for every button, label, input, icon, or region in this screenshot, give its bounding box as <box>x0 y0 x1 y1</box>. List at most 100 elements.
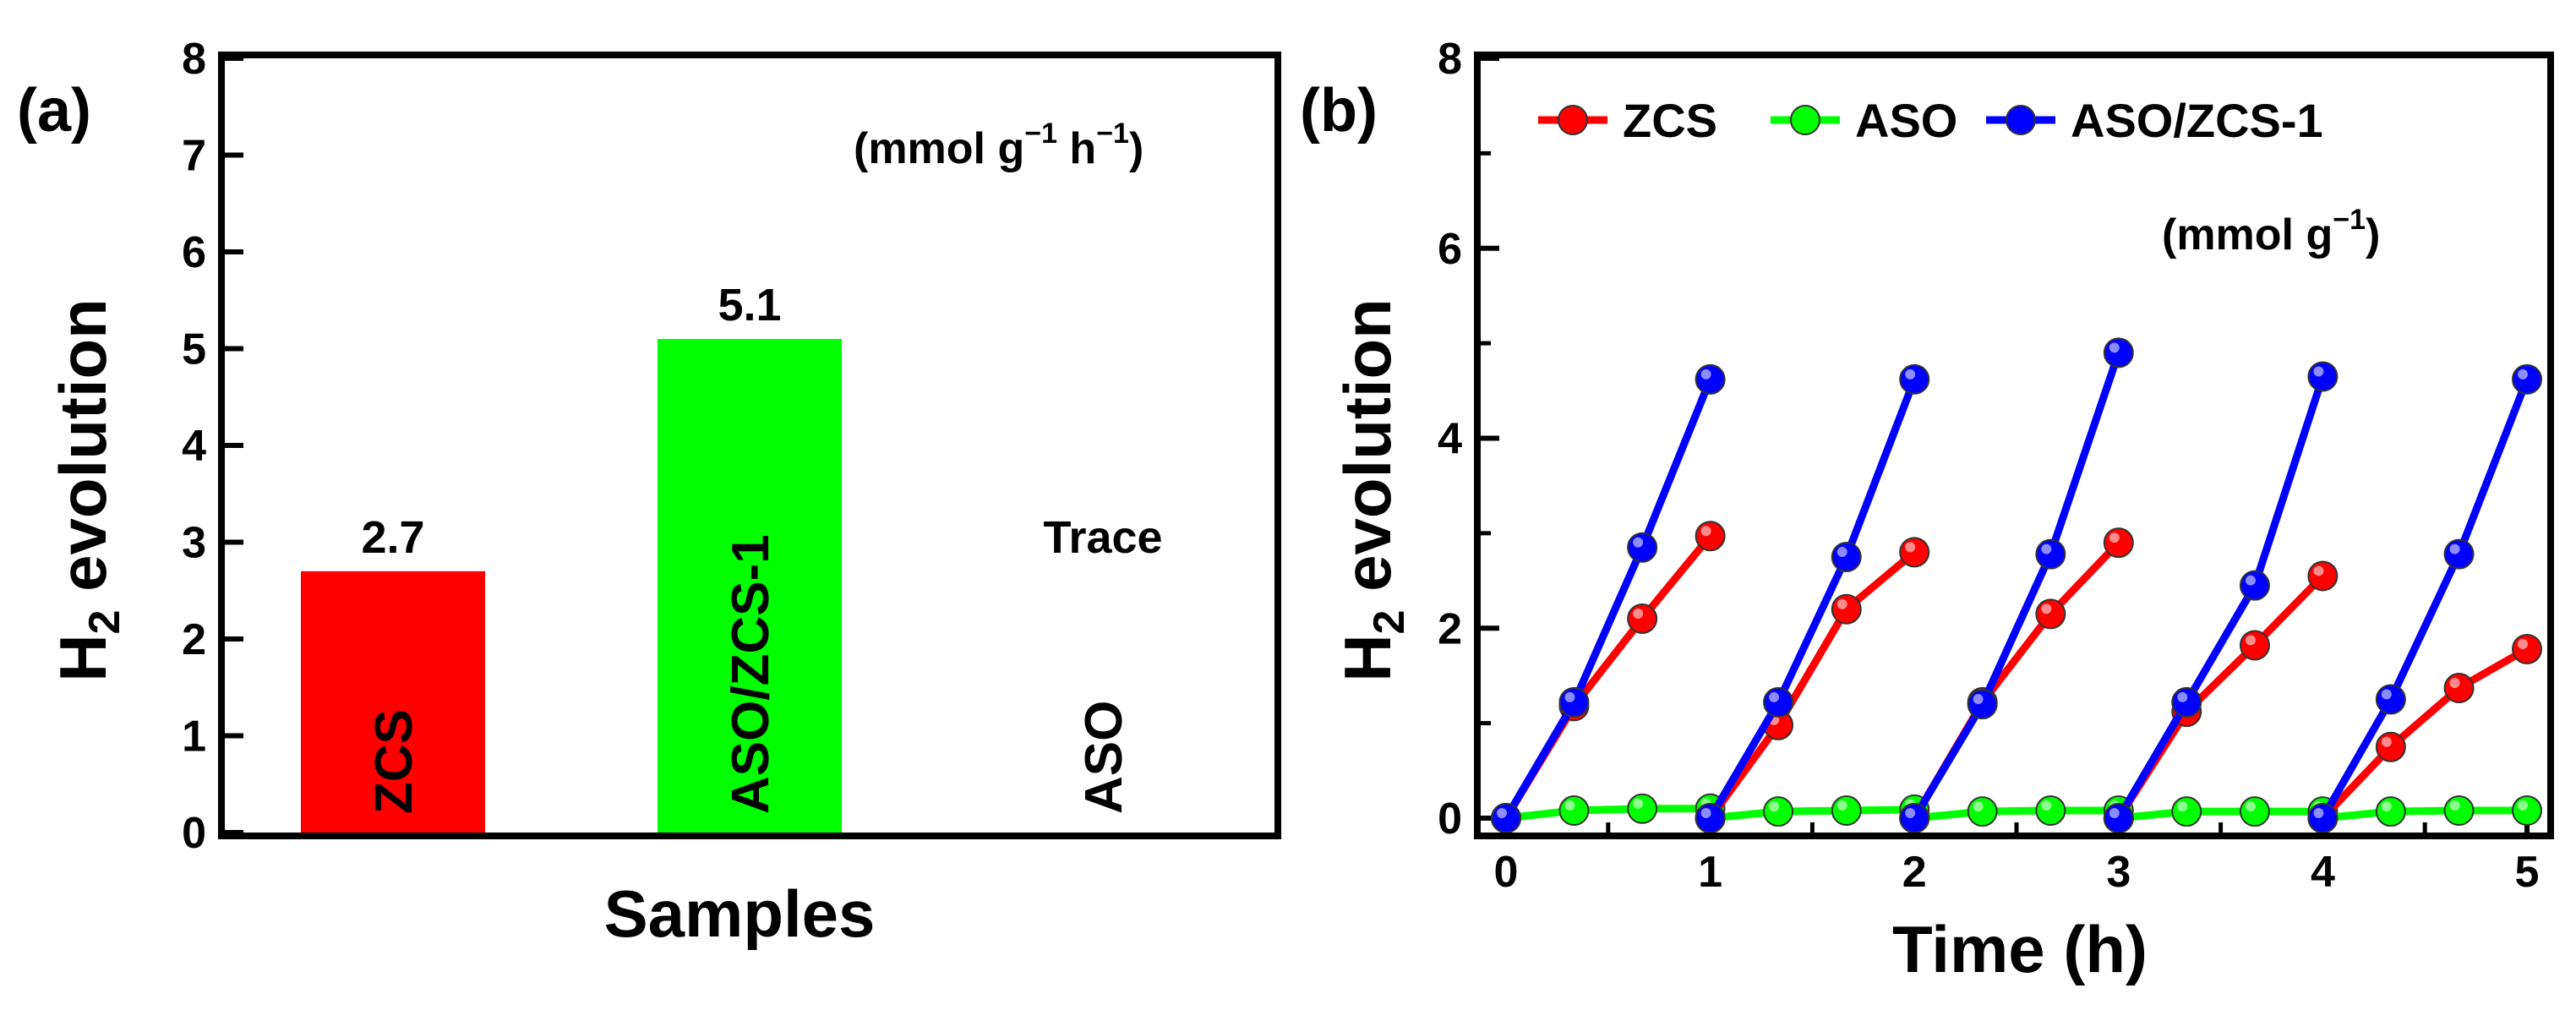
panel-b-series-line <box>1706 549 1918 821</box>
panel-b-data-point <box>2035 538 2066 570</box>
panel-b-unit-base: (mmol g <box>2162 210 2333 259</box>
panel-b-data-point <box>2035 598 2066 630</box>
panel-b-legend-label: ZCS <box>1623 94 1717 147</box>
panel-b-ytick-label: 4 <box>1438 415 1462 464</box>
panel-b-data-point <box>1763 796 1794 827</box>
panel-b-series-line <box>2115 573 2326 821</box>
panel-a-ytick-label: 0 <box>182 809 206 858</box>
panel-b-point-highlight <box>2381 801 2392 812</box>
panel-a-unit-close: ) <box>1129 124 1143 173</box>
panel-b-data-point <box>2443 795 2475 827</box>
panel-b-point-highlight <box>2313 565 2324 576</box>
panel-b-data-point <box>2443 673 2475 704</box>
panel-b-data-point <box>1627 793 1658 824</box>
panel-a-unit-annotation: (mmol g−1 h−1) <box>854 117 1143 173</box>
panel-a-ytick-label: 4 <box>182 422 206 471</box>
panel-b-series-line <box>1706 378 1918 821</box>
panel-a-xlabel: Samples <box>604 876 876 951</box>
panel-a-ytick-label: 8 <box>182 35 206 84</box>
panel-b-series-aso-zcs-1 <box>1491 337 2542 833</box>
panel-b-data-point <box>2512 795 2542 827</box>
panel-b-xtick-label: 4 <box>2311 848 2335 897</box>
panel-b-point-highlight <box>2449 800 2460 811</box>
panel-b-ytick-label: 2 <box>1438 604 1462 653</box>
panel-a-y-ticks: 0 1 2 3 4 5 6 7 8 <box>182 35 243 858</box>
panel-b-data-point <box>2103 803 2134 833</box>
panel-b-point-highlight <box>2245 575 2256 586</box>
panel-a-ytick-label: 5 <box>182 325 206 374</box>
panel-b-data-point <box>2512 363 2542 395</box>
panel-b-point-highlight <box>2041 603 2052 614</box>
panel-a-value-label: Trace <box>1043 512 1162 563</box>
panel-b-data-point <box>1831 795 1862 827</box>
panel-b-series-line <box>2118 807 2323 822</box>
panel-b-data-point <box>1831 541 1862 572</box>
panel-a-category-label: ASO/ZCS-1 <box>722 534 780 814</box>
panel-b-data-point <box>1695 521 1726 552</box>
panel-b-data-point <box>1695 363 1726 395</box>
panel-b-ytick-label: 0 <box>1438 794 1462 844</box>
panel-a-ytick-label: 7 <box>182 132 206 181</box>
panel-a-ytick-label: 2 <box>182 615 206 664</box>
panel-b-xtick-label: 5 <box>2515 848 2540 897</box>
panel-b-point-highlight <box>2109 808 2120 818</box>
panel-b-xtick-label: 2 <box>1902 848 1927 897</box>
panel-b-data-point <box>1763 686 1794 718</box>
panel-b-point-highlight <box>1633 798 1644 809</box>
panel-b-xtick-label: 0 <box>1494 848 1519 897</box>
panel-a-ylabel-h: H <box>46 634 120 681</box>
panel-b-legend-marker <box>1790 105 1820 135</box>
panel-a-unit-mid: h <box>1057 124 1096 173</box>
panel-b-point-highlight <box>2041 543 2052 554</box>
panel-b-data-point <box>1899 363 1930 395</box>
panel-a-value-label: 5.1 <box>718 280 781 330</box>
panel-b-series <box>1491 337 2542 833</box>
panel-b-point-highlight <box>1905 808 1916 818</box>
panel-b-label: (b) <box>1300 77 1378 145</box>
panel-b-point-highlight <box>2381 689 2392 700</box>
panel-b-point-highlight <box>1973 801 1984 812</box>
panel-b-data-point <box>2239 630 2270 661</box>
panel-b-legend-marker <box>1558 105 1588 135</box>
panel-b-series-line <box>1911 351 2123 821</box>
panel-b-ytick-label: 8 <box>1438 35 1462 84</box>
panel-b-series-line <box>1503 378 1714 821</box>
panel-b-point-highlight <box>1769 691 1780 702</box>
panel-b-point-highlight <box>1564 691 1575 702</box>
panel-b-point-highlight <box>1700 526 1711 537</box>
panel-b-series-line <box>1505 805 1711 822</box>
panel-b-series-line <box>1503 533 1714 821</box>
panel-b-point-highlight <box>2245 801 2256 812</box>
panel-a-unit-sup2: −1 <box>1096 117 1129 150</box>
panel-b-ylabel-h: H <box>1330 634 1405 681</box>
panel-b-data-point <box>1558 686 1590 718</box>
panel-b-point-highlight <box>1905 369 1916 379</box>
panel-b-point-highlight <box>1905 542 1916 553</box>
panel-b-series-line <box>1911 539 2122 821</box>
panel-b-point-highlight <box>1769 801 1780 812</box>
panel-b-point-highlight <box>2381 736 2392 747</box>
panel-b-legend-marker <box>2006 105 2036 135</box>
panel-b-data-point <box>2443 538 2475 570</box>
panel-b-point-highlight <box>2313 366 2324 377</box>
panel-b-point-highlight <box>1564 800 1575 811</box>
panel-b-ylabel: H2 evolution <box>1330 298 1414 682</box>
panel-b-unit-annotation: (mmol g−1) <box>2162 204 2380 259</box>
panel-b-point-highlight <box>2177 691 2188 702</box>
panel-b-data-point <box>2307 361 2339 392</box>
panel-b-point-highlight <box>1633 537 1644 548</box>
panel-b-data-point <box>1491 803 1521 833</box>
panel-b-series-line <box>2319 378 2531 821</box>
panel-b-data-point <box>1899 537 1930 568</box>
panel-b-point-highlight <box>2518 638 2528 649</box>
panel-b-x-ticks: 0 1 2 3 4 5 <box>1494 814 2540 897</box>
panel-b-data-point <box>1899 803 1930 833</box>
panel-b-point-highlight <box>2313 808 2324 818</box>
panel-b-xtick-label: 1 <box>1698 848 1722 897</box>
panel-b-point-highlight <box>1973 694 1984 705</box>
panel-b-data-point <box>1967 689 1998 720</box>
panel-b-point-highlight <box>2449 543 2460 554</box>
panel-b-data-point <box>2512 633 2542 664</box>
panel-b-ylabel-rest: evolution <box>1330 298 1405 609</box>
